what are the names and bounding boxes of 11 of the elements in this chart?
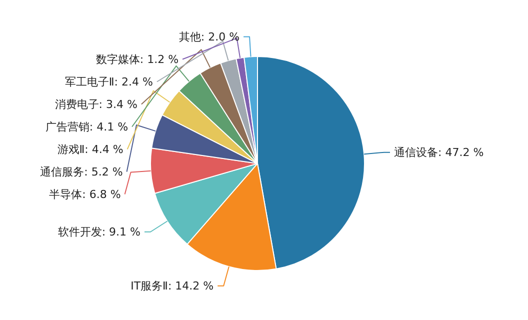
slice-label: 半导体: 6.8 % (49, 188, 121, 201)
slice-label: IT服务Ⅱ: 14.2 % (130, 279, 214, 292)
slice-label: 软件开发: 9.1 % (58, 225, 140, 238)
slice-label: 消费电子: 3.4 % (54, 98, 138, 111)
slice-label: 通信设备: 47.2 % (394, 146, 484, 159)
slice-label: 广告营销: 4.1 % (45, 120, 128, 134)
slice-label: 通信服务: 5.2 % (40, 165, 123, 178)
slice-label: 数字媒体: 1.2 % (96, 52, 179, 66)
slice-label: 其他: 2.0 % (178, 30, 240, 44)
slice-label: 游戏Ⅱ: 4.4 % (57, 142, 124, 156)
slice-label: 军工电子Ⅱ: 2.4 % (64, 75, 153, 88)
